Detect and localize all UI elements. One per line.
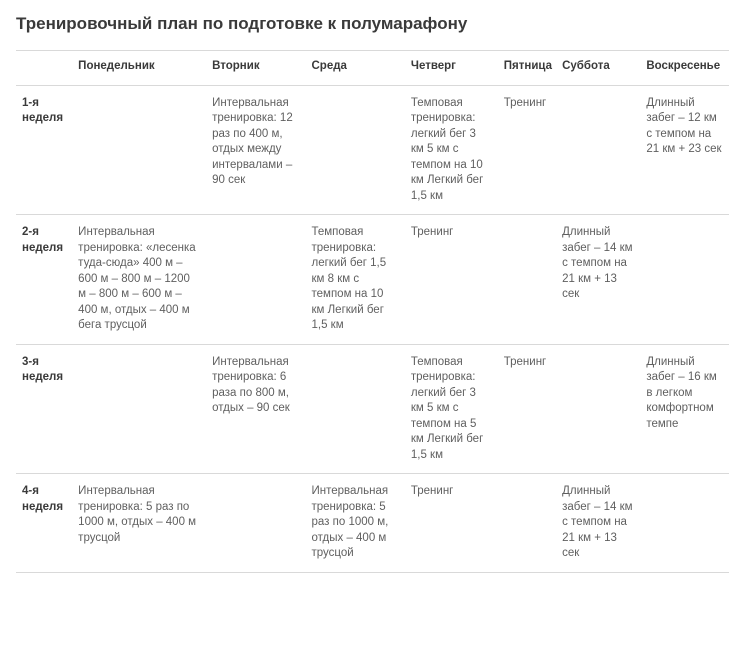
col-header-thu: Четверг [405, 51, 498, 86]
col-header-fri: Пятница [498, 51, 556, 86]
row-label: 1-я неделя [16, 85, 72, 215]
col-header-sat: Суббота [556, 51, 640, 86]
cell: Длинный забег – 12 км с темпом на 21 км … [640, 85, 729, 215]
cell: Тренинг [405, 215, 498, 345]
cell: Интервальная тренировка: 5 раз по 1000 м… [72, 474, 206, 573]
cell [640, 474, 729, 573]
cell: Длинный забег – 14 км с темпом на 21 км … [556, 474, 640, 573]
cell [640, 215, 729, 345]
col-header-mon: Понедельник [72, 51, 206, 86]
cell: Длинный забег – 16 км в легком комфортно… [640, 344, 729, 474]
col-header-wed: Среда [306, 51, 405, 86]
cell [72, 85, 206, 215]
cell [206, 215, 305, 345]
cell: Интервальная тренировка: 5 раз по 1000 м… [306, 474, 405, 573]
table-row: 2-я неделя Интервальная тренировка: «лес… [16, 215, 729, 345]
cell [206, 474, 305, 573]
table-header-row: Понедельник Вторник Среда Четверг Пятниц… [16, 51, 729, 86]
row-label: 2-я неделя [16, 215, 72, 345]
col-header-tue: Вторник [206, 51, 305, 86]
cell [498, 474, 556, 573]
cell [306, 85, 405, 215]
cell [498, 215, 556, 345]
table-row: 4-я неделя Интервальная тренировка: 5 ра… [16, 474, 729, 573]
cell: Темповая тренировка: легкий бег 3 км 5 к… [405, 344, 498, 474]
cell: Интервальная тренировка: 6 раза по 800 м… [206, 344, 305, 474]
row-label: 4-я неделя [16, 474, 72, 573]
page-title: Тренировочный план по подготовке к полум… [16, 14, 729, 34]
cell [556, 85, 640, 215]
cell: Длинный забег – 14 км с темпом на 21 км … [556, 215, 640, 345]
cell: Интервальная тренировка: «лесенка туда-с… [72, 215, 206, 345]
cell [306, 344, 405, 474]
cell [72, 344, 206, 474]
cell: Темповая тренировка: легкий бег 1,5 км 8… [306, 215, 405, 345]
table-row: 1-я неделя Интервальная тренировка: 12 р… [16, 85, 729, 215]
cell: Темповая тренировка: легкий бег 3 км 5 к… [405, 85, 498, 215]
training-plan-table: Понедельник Вторник Среда Четверг Пятниц… [16, 50, 729, 573]
cell: Тренинг [405, 474, 498, 573]
col-header-blank [16, 51, 72, 86]
table-row: 3-я неделя Интервальная тренировка: 6 ра… [16, 344, 729, 474]
cell: Интервальная тренировка: 12 раз по 400 м… [206, 85, 305, 215]
col-header-sun: Воскресенье [640, 51, 729, 86]
cell: Тренинг [498, 344, 556, 474]
row-label: 3-я неделя [16, 344, 72, 474]
cell [556, 344, 640, 474]
cell: Тренинг [498, 85, 556, 215]
